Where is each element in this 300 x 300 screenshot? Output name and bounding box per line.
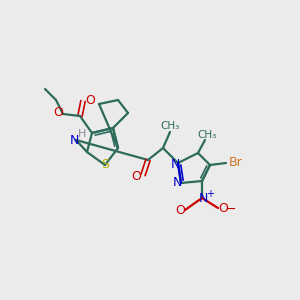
Text: +: + <box>206 189 214 199</box>
Text: N: N <box>198 193 208 206</box>
Text: N: N <box>69 134 79 148</box>
Text: −: − <box>226 202 236 215</box>
Text: H: H <box>78 129 86 139</box>
Text: N: N <box>172 176 182 188</box>
Text: CH₃: CH₃ <box>197 130 217 140</box>
Text: O: O <box>131 169 141 182</box>
Text: S: S <box>101 158 109 172</box>
Text: O: O <box>175 205 185 218</box>
Text: O: O <box>53 106 63 119</box>
Text: Br: Br <box>229 157 243 169</box>
Text: CH₃: CH₃ <box>160 121 180 131</box>
Text: N: N <box>170 158 180 170</box>
Text: O: O <box>85 94 95 107</box>
Text: O: O <box>218 202 228 215</box>
